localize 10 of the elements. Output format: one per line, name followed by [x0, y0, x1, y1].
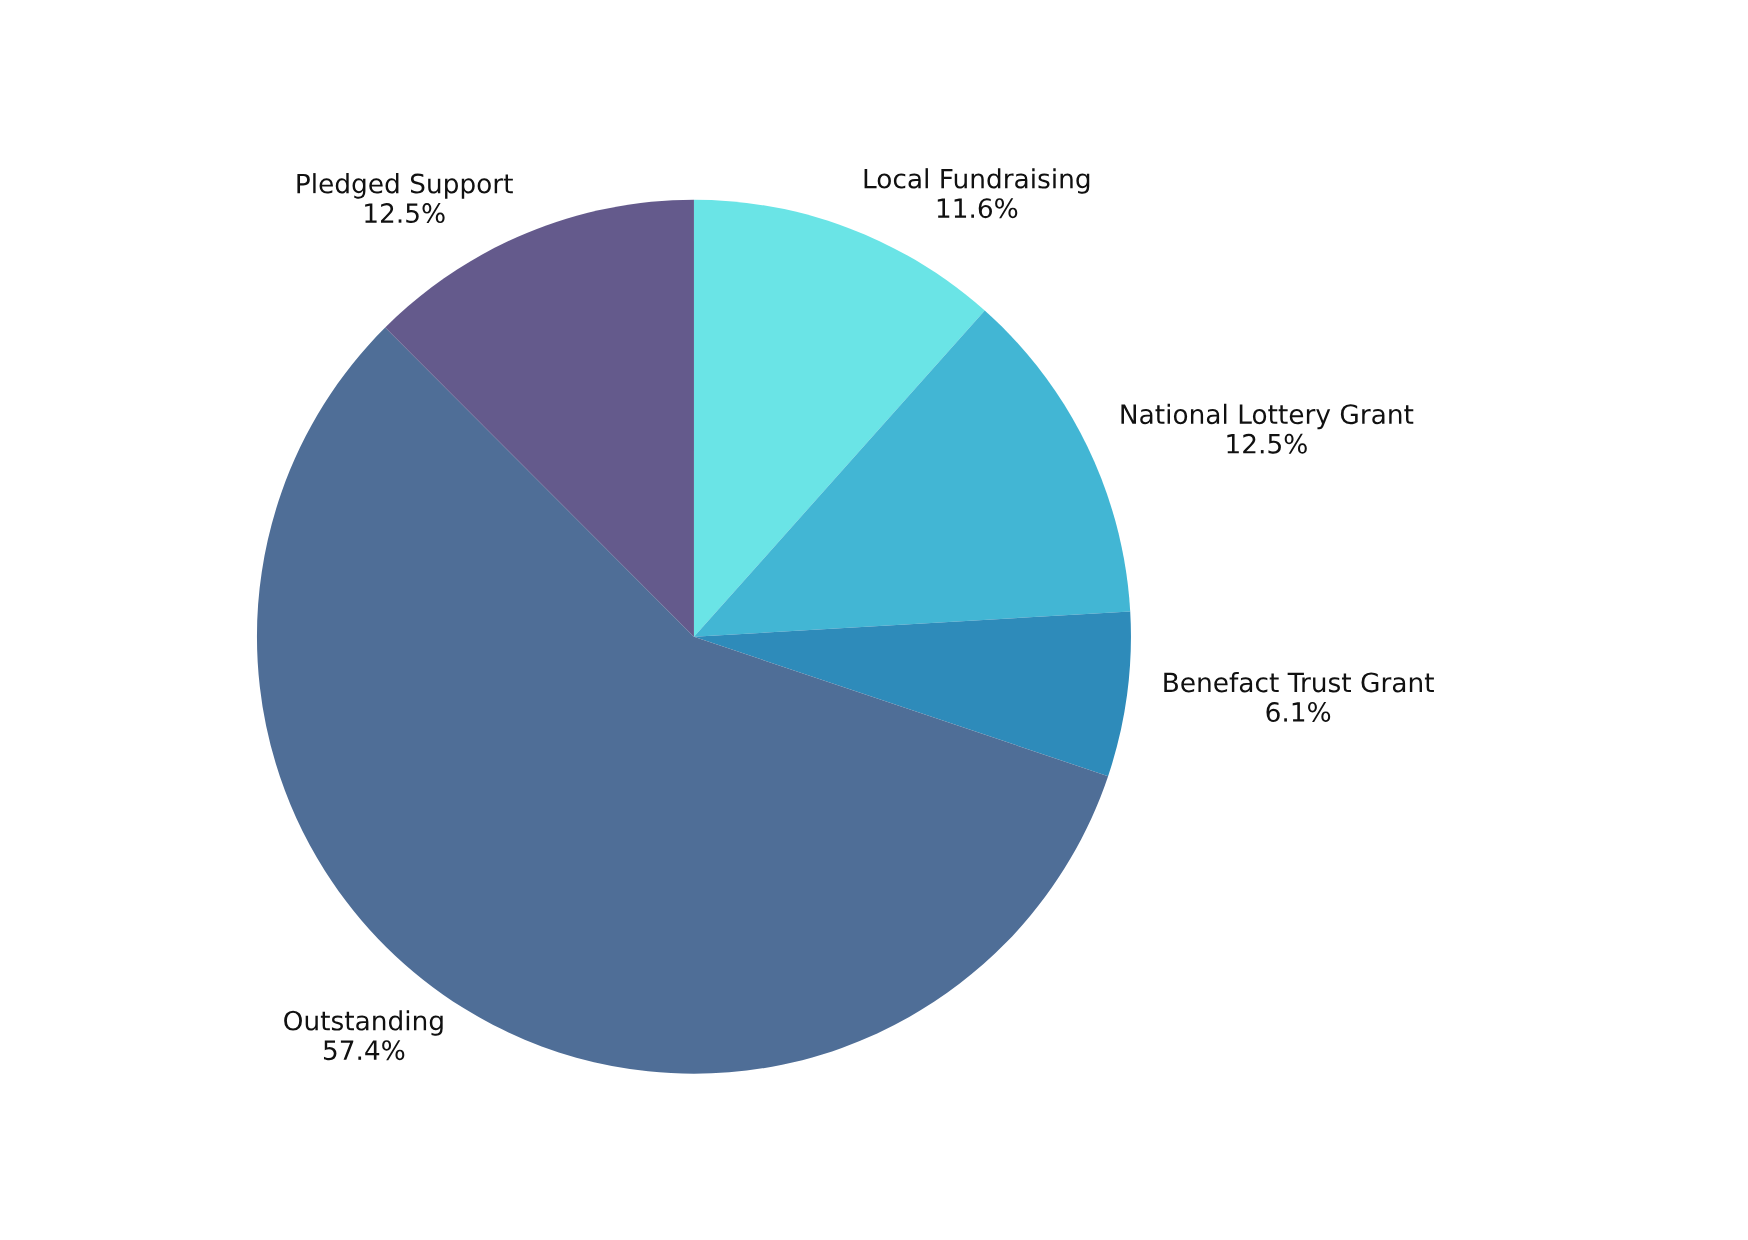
slice-label: Benefact Trust Grant: [1164, 671, 1434, 693]
data-label: 6.1%: [1266, 701, 1331, 722]
slice-label: Local Fundraising: [864, 168, 1090, 194]
data-label: 11.6%: [937, 198, 1018, 219]
slice-label: Pledged Support: [297, 173, 513, 199]
data-label: 12.5%: [365, 203, 445, 224]
slice-label: Outstanding: [284, 1010, 443, 1036]
data-label: 57.4%: [323, 1040, 405, 1061]
slice-label: National Lottery Grant: [1121, 403, 1414, 430]
data-label: 12.5%: [1227, 433, 1307, 454]
